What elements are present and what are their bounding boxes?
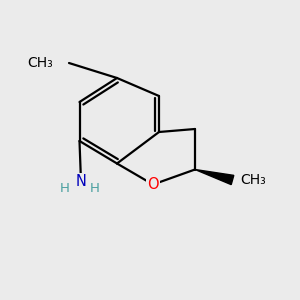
Text: N: N bbox=[76, 174, 86, 189]
Text: H: H bbox=[60, 182, 69, 196]
Text: CH₃: CH₃ bbox=[240, 173, 266, 187]
Text: CH₃: CH₃ bbox=[27, 56, 52, 70]
Polygon shape bbox=[195, 169, 234, 184]
Text: H: H bbox=[90, 182, 99, 196]
Text: O: O bbox=[147, 177, 159, 192]
